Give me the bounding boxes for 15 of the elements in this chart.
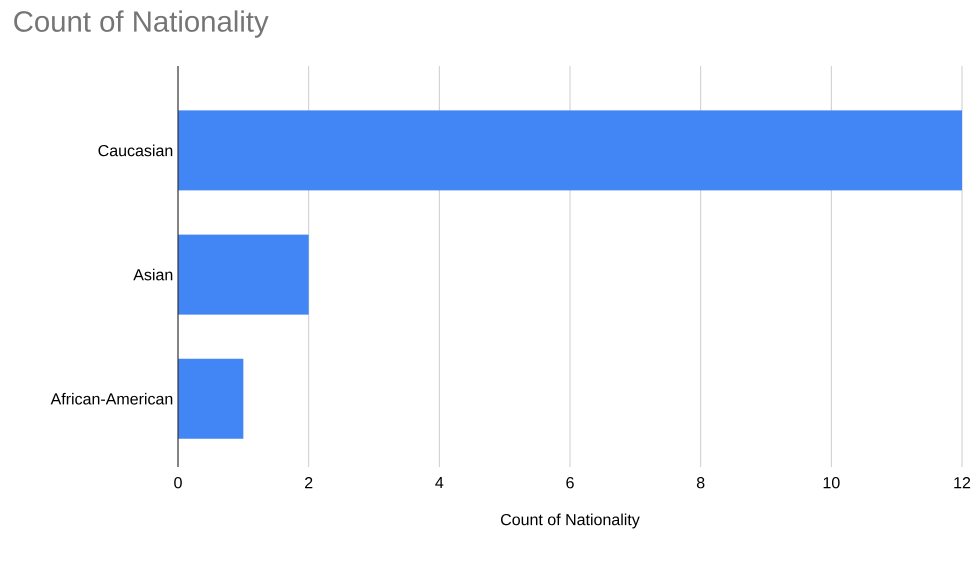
x-tick-label: 2 [305,477,312,488]
x-axis-title: Count of Nationality [501,514,640,528]
chart-title: Count of Nationality [14,10,269,38]
x-tick-label: 6 [566,477,574,488]
y-tick-label: Asian [133,268,172,280]
bar [178,234,309,315]
bar [178,358,244,439]
y-tick-label: African-American [50,392,172,405]
bar [178,110,962,190]
x-tick-label: 4 [435,477,444,488]
y-tick-label: Caucasian [98,144,172,156]
x-tick-label: 12 [954,477,970,488]
x-tick-label: 0 [174,477,182,488]
x-tick-label: 8 [696,477,704,488]
x-tick-label: 10 [824,477,840,488]
